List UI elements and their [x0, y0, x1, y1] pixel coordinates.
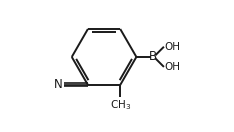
- Text: OH: OH: [165, 62, 180, 72]
- Text: N: N: [54, 78, 63, 91]
- Text: CH$_3$: CH$_3$: [110, 98, 131, 112]
- Text: OH: OH: [165, 42, 180, 52]
- Text: B: B: [149, 50, 157, 63]
